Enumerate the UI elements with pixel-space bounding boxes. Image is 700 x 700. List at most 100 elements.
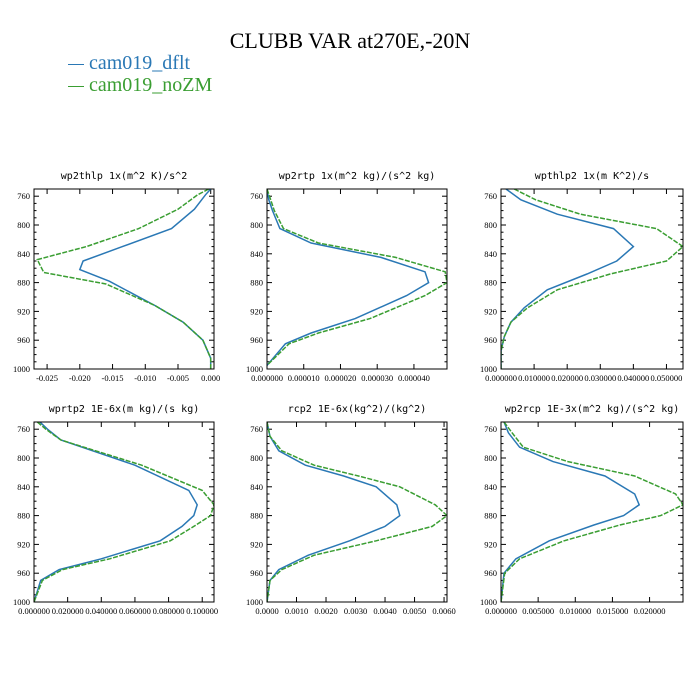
- y-tick-label: 880: [250, 278, 263, 288]
- y-tick-label: 920: [484, 539, 497, 549]
- panel-6: wp2rcp 1E-3x(m^2 kg)/(s^2 kg) 760 800 840 88…: [480, 404, 684, 616]
- panel-title: wpthlp2 1x(m K^2)/s: [535, 171, 649, 182]
- series-line-dflt: [267, 189, 430, 366]
- panel-title: wp2rcp 1E-3x(m^2 kg)/(s^2 kg): [505, 404, 680, 415]
- y-tick-label: 920: [250, 306, 263, 316]
- y-tick-label: 960: [17, 568, 30, 578]
- y-tick-label: 800: [250, 453, 263, 463]
- series-line-dflt: [267, 422, 401, 602]
- y-tick-label: 800: [484, 453, 497, 463]
- y-tick-label: 1000: [13, 364, 30, 374]
- x-tick-label: -0.015: [102, 373, 124, 383]
- x-tick-label: 0.015000: [596, 606, 628, 616]
- legend-label-dflt: cam019_dflt: [89, 52, 191, 74]
- panel-4: wprtp2 1E-6x(m kg)/(s kg) 760 800 840 880 920…: [13, 404, 218, 616]
- x-tick-label: 0.030000: [584, 373, 616, 383]
- x-tick-label: 0.000010: [288, 373, 320, 383]
- series-line-nozm: [501, 422, 683, 602]
- series-line-dflt: [501, 189, 635, 369]
- y-tick-label: 960: [250, 568, 263, 578]
- x-tick-label: 0.040000: [85, 606, 117, 616]
- legend-label-nozm: cam019_noZM: [89, 74, 213, 96]
- panel-frame: [266, 188, 448, 370]
- y-tick-label: 1000: [246, 364, 263, 374]
- x-tick-label: 0.0060: [432, 606, 455, 616]
- y-tick-label: 920: [17, 539, 30, 549]
- x-tick-label: 0.000000: [18, 606, 50, 616]
- y-tick-label: 1000: [480, 597, 497, 607]
- x-tick-label: 0.040000: [617, 373, 649, 383]
- y-tick-label: 800: [17, 453, 30, 463]
- x-tick-label: -0.005: [167, 373, 189, 383]
- panel-frame: [500, 421, 684, 603]
- x-tick-label: 0.100000: [186, 606, 218, 616]
- x-tick-label: 0.020000: [634, 606, 666, 616]
- series-line-nozm: [501, 189, 683, 369]
- y-tick-label: 840: [250, 249, 263, 259]
- x-tick-label: 0.0020: [314, 606, 337, 616]
- y-tick-label: 1000: [480, 364, 497, 374]
- series-line-dflt: [34, 422, 199, 602]
- panel-frame: [266, 421, 448, 603]
- series-line-nozm: [267, 422, 447, 602]
- legend-swatch-dflt: [68, 63, 84, 65]
- x-tick-label: 0.0030: [344, 606, 367, 616]
- legend-item-dflt: cam019_dflt: [68, 52, 190, 74]
- y-tick-label: 760: [250, 191, 263, 201]
- y-tick-label: 760: [17, 191, 30, 201]
- y-tick-label: 880: [484, 511, 497, 521]
- series-line-nozm: [267, 189, 447, 366]
- y-tick-label: 960: [484, 568, 497, 578]
- series-line-dflt: [501, 422, 641, 602]
- x-tick-label: -0.010: [134, 373, 156, 383]
- x-tick-label: 0.005000: [522, 606, 554, 616]
- x-tick-label: 0.050000: [651, 373, 683, 383]
- y-tick-label: 1000: [246, 597, 263, 607]
- x-tick-label: 0.000040: [398, 373, 430, 383]
- legend-item-nozm: cam019_noZM: [68, 74, 212, 96]
- y-tick-label: 840: [484, 249, 497, 259]
- y-tick-label: 960: [17, 335, 30, 345]
- x-tick-label: 0.020000: [551, 373, 583, 383]
- y-tick-label: 920: [484, 306, 497, 316]
- y-tick-label: 760: [250, 424, 263, 434]
- y-tick-label: 840: [17, 249, 30, 259]
- y-tick-label: 880: [17, 511, 30, 521]
- x-tick-label: 0.000: [201, 373, 220, 383]
- y-tick-label: 840: [250, 482, 263, 492]
- x-tick-label: 0.000030: [361, 373, 393, 383]
- y-tick-label: 840: [17, 482, 30, 492]
- series-line-nozm: [36, 189, 212, 369]
- panel-title: wprtp2 1E-6x(m kg)/(s kg): [49, 404, 200, 415]
- x-tick-label: -0.025: [36, 373, 58, 383]
- y-tick-label: 760: [484, 424, 497, 434]
- x-tick-label: 0.000000: [251, 373, 283, 383]
- x-tick-label: 0.010000: [518, 373, 550, 383]
- y-tick-label: 880: [17, 278, 30, 288]
- y-tick-label: 960: [484, 335, 497, 345]
- y-tick-label: 800: [484, 220, 497, 230]
- x-tick-label: 0.060000: [119, 606, 151, 616]
- panel-title: rcp2 1E-6x(kg^2)/(kg^2): [288, 404, 426, 415]
- panel-frame: [33, 421, 215, 603]
- x-tick-label: 0.080000: [153, 606, 185, 616]
- x-tick-label: -0.020: [69, 373, 91, 383]
- y-tick-label: 1000: [13, 597, 30, 607]
- panel-3: wpthlp2 1x(m K^2)/s 760 800 840 880 920 960 100…: [480, 171, 684, 383]
- y-tick-label: 920: [17, 306, 30, 316]
- x-tick-label: 0.000000: [485, 606, 517, 616]
- panel-1: wp2thlp 1x(m^2 K)/s^2 760 800 840 880 920 960 1…: [13, 171, 220, 383]
- x-tick-label: 0.0010: [285, 606, 308, 616]
- panel-2: wp2rtp 1x(m^2 kg)/(s^2 kg) 760 800 840 880 92…: [246, 171, 448, 383]
- y-tick-label: 800: [250, 220, 263, 230]
- x-tick-label: 0.000000: [485, 373, 517, 383]
- legend-swatch-nozm: [68, 85, 84, 87]
- panel-title: wp2thlp 1x(m^2 K)/s^2: [61, 171, 187, 182]
- series-line-nozm: [34, 422, 214, 602]
- x-tick-label: 0.010000: [559, 606, 591, 616]
- y-tick-label: 880: [250, 511, 263, 521]
- y-tick-label: 840: [484, 482, 497, 492]
- x-tick-label: 0.000020: [325, 373, 357, 383]
- y-tick-label: 960: [250, 335, 263, 345]
